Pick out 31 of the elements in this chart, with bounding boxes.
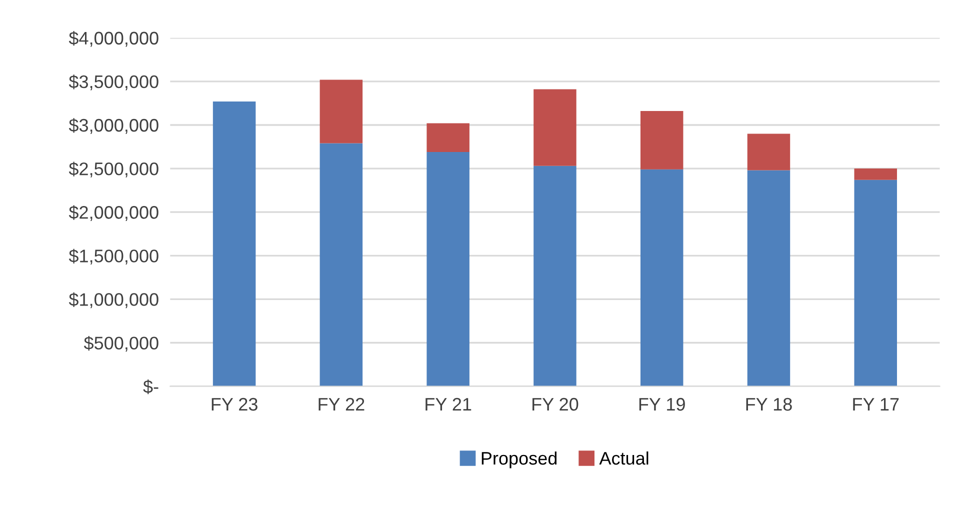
bar xyxy=(320,80,363,144)
x-tick-label: FY 17 xyxy=(853,398,899,411)
x-tick-label: FY 19 xyxy=(639,398,685,411)
bar xyxy=(747,170,790,386)
bar xyxy=(426,152,470,386)
x-tick-label: FY 20 xyxy=(532,398,578,411)
y-tick-label: $500,000 xyxy=(84,336,158,352)
y-tick-label: $4,000,000 xyxy=(68,31,158,47)
legend-label: Actual xyxy=(599,451,648,465)
y-tick-label: $3,500,000 xyxy=(68,74,158,90)
y-tick-label: $1,500,000 xyxy=(68,248,158,265)
bar xyxy=(212,101,256,386)
x-tick-label: FY 18 xyxy=(746,398,792,411)
bar xyxy=(854,180,897,386)
bar xyxy=(320,143,363,386)
y-tick-label: $2,500,000 xyxy=(68,162,158,178)
bar xyxy=(640,169,684,386)
bar xyxy=(534,89,576,166)
x-tick-label: FY 21 xyxy=(426,398,472,411)
y-tick-label: $3,000,000 xyxy=(68,118,158,134)
legend-label: Proposed xyxy=(482,451,557,468)
y-tick-label: $- xyxy=(143,380,158,394)
bar xyxy=(640,111,684,170)
bar xyxy=(747,134,790,170)
x-tick-label: FY 23 xyxy=(212,398,258,411)
y-tick-label: $2,000,000 xyxy=(68,205,158,221)
y-tick-label: $1,000,000 xyxy=(68,292,158,308)
x-tick-label: FY 22 xyxy=(318,398,364,411)
bar xyxy=(854,168,897,180)
bar xyxy=(426,123,470,152)
bar xyxy=(534,166,576,386)
